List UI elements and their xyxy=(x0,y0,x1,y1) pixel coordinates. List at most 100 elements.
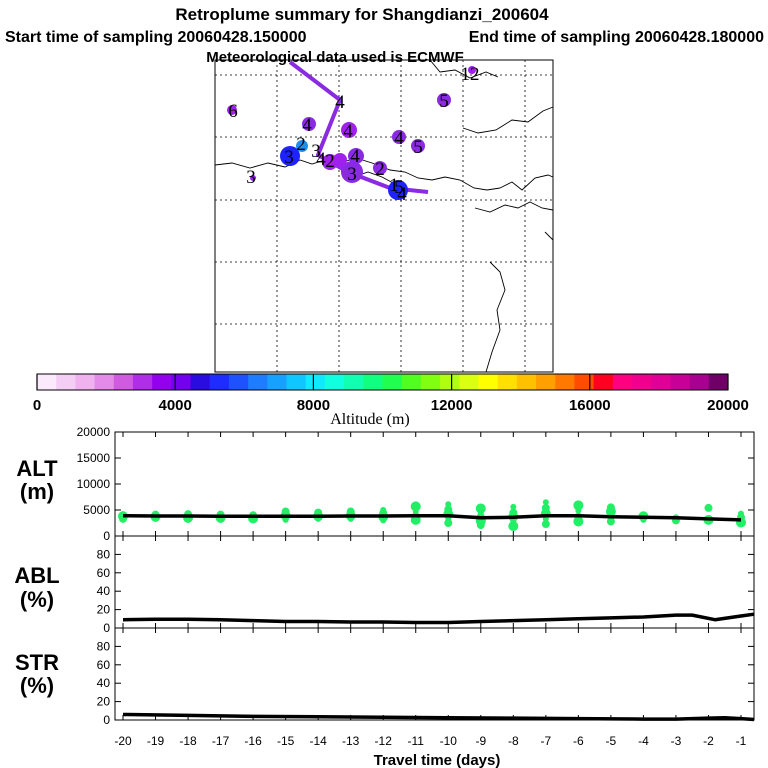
colorbar-swatches xyxy=(37,374,729,390)
plume-centroid-marker xyxy=(348,148,364,164)
y-tick-label: 60 xyxy=(97,566,111,580)
colorbar-ticks: 0 4000 8000 12000 16000 20000 xyxy=(33,374,749,414)
map-cluster-label: 2 xyxy=(375,159,385,180)
x-tick-label: -16 xyxy=(244,734,262,748)
alt-cluster-point xyxy=(738,510,744,517)
map-cluster-label: 4 xyxy=(316,149,326,170)
colorbar-swatch xyxy=(478,374,499,390)
colorbar-tick-label: 0 xyxy=(33,397,41,414)
x-axis-label: Travel time (days) xyxy=(374,752,501,768)
alt-cluster-point xyxy=(541,520,550,529)
colorbar-swatch xyxy=(708,374,729,390)
map-cluster-label: 5 xyxy=(413,137,423,158)
coastline-peninsula xyxy=(485,261,506,373)
map-cluster-label: 4 xyxy=(335,92,345,113)
colorbar-swatch xyxy=(612,374,633,390)
x-tick-label: -7 xyxy=(541,734,552,748)
colorbar-tick-label: 16000 xyxy=(569,397,611,414)
alt-label-line1: ALT xyxy=(16,456,58,481)
map-cluster-label: 12 xyxy=(461,64,480,85)
alt-cluster-point xyxy=(704,503,713,512)
alt-cluster-point xyxy=(445,501,452,508)
alt-cluster-point xyxy=(541,503,550,512)
series-line xyxy=(122,712,755,722)
coastline-island xyxy=(544,231,554,241)
colorbar-swatch xyxy=(363,374,383,390)
coastline-east-south xyxy=(474,201,554,213)
colorbar-swatch xyxy=(670,374,691,390)
alt-cluster-point xyxy=(476,521,485,530)
alt-cluster-point xyxy=(380,507,387,513)
colorbar-swatch xyxy=(267,374,288,390)
map-cluster-label: 3 xyxy=(246,167,256,188)
coastlines xyxy=(214,59,554,373)
series-line xyxy=(122,612,755,625)
map-cluster-label: 3 xyxy=(284,147,294,168)
abl-label-line1: ABL xyxy=(14,563,59,588)
map-cluster-label: 4 xyxy=(343,121,353,142)
colorbar-swatch xyxy=(344,374,364,390)
meteorological-data-label: Meteorological data used is ECMWF xyxy=(206,49,464,66)
map-cluster-label: 5 xyxy=(439,91,449,112)
colorbar-swatch xyxy=(632,374,652,390)
x-tick-label: -13 xyxy=(342,734,360,748)
alt-cluster-point xyxy=(509,508,518,517)
map-cluster-label: 3 xyxy=(347,164,357,185)
str-panel: 0 20 40 60 80 STR (%) xyxy=(15,627,755,727)
map-cluster-label: 2 xyxy=(325,151,335,172)
y-tick-label: 15000 xyxy=(77,451,111,465)
abl-label-line2: (%) xyxy=(20,587,54,612)
colorbar-swatch xyxy=(94,374,115,390)
colorbar-swatch xyxy=(401,374,422,390)
colorbar-swatch xyxy=(75,374,96,390)
abl-panel: 0 20 40 60 80 ABL (%) xyxy=(14,535,755,635)
plume-centroid-marker xyxy=(341,161,363,183)
alt-plot-content: 0 5000 10000 15000 20000 xyxy=(77,425,754,543)
alt-cluster-point xyxy=(410,501,421,512)
alt-cluster-point xyxy=(606,503,615,512)
altitude-colorbar: 0 4000 8000 12000 16000 20000 Altitude (m) xyxy=(33,373,749,428)
map-cluster-label: 4 xyxy=(302,115,312,136)
plume-centroid-marker xyxy=(388,180,408,200)
figure-title: Retroplume summary for Shangdianzi_20060… xyxy=(175,5,549,24)
end-time-label: End time of sampling 20060428.180000 xyxy=(469,29,764,46)
plume-centroid-marker xyxy=(392,130,406,144)
y-tick-label: 20000 xyxy=(77,425,111,439)
alt-label-line2: (m) xyxy=(20,479,54,504)
y-tick-label: 80 xyxy=(97,547,111,561)
x-tick-label: -10 xyxy=(440,734,458,748)
map-cluster-label: 1 xyxy=(389,175,399,196)
colorbar-swatch xyxy=(420,374,441,390)
plume-centroid-marker xyxy=(280,146,300,166)
alt-cluster-point xyxy=(185,516,192,523)
plume-centroid-marker xyxy=(296,140,308,152)
colorbar-swatch xyxy=(651,374,671,390)
alt-cluster-point xyxy=(281,507,290,516)
y-tick-label: 80 xyxy=(97,639,111,653)
colorbar-swatch xyxy=(209,374,230,390)
colorbar-tick-label: 12000 xyxy=(431,397,473,414)
colorbar-swatch xyxy=(305,374,326,390)
str-label-line1: STR xyxy=(15,650,59,675)
alt-cluster-point xyxy=(217,516,224,523)
colorbar-swatch xyxy=(248,374,268,390)
abl-plot-content: 0 20 40 60 80 xyxy=(97,536,755,635)
plume-centroid-marker xyxy=(468,66,476,74)
x-tick-label: -4 xyxy=(638,734,649,748)
x-tick-label: -15 xyxy=(277,734,295,748)
map-cluster-label: 3 xyxy=(311,141,321,162)
abl-frame xyxy=(114,535,755,629)
map-cluster-label: 4 xyxy=(350,146,360,167)
colorbar-swatch xyxy=(555,374,575,390)
colorbar-swatch xyxy=(689,374,710,390)
colorbar-swatch xyxy=(324,374,345,390)
colorbar-swatch xyxy=(56,374,76,390)
plume-centroid-marker xyxy=(411,139,425,153)
str-plot-content: 0 20 40 60 80 xyxy=(97,628,755,727)
alt-cluster-point xyxy=(573,500,584,511)
colorbar-swatch xyxy=(574,374,595,390)
alt-cluster-point xyxy=(444,505,453,514)
